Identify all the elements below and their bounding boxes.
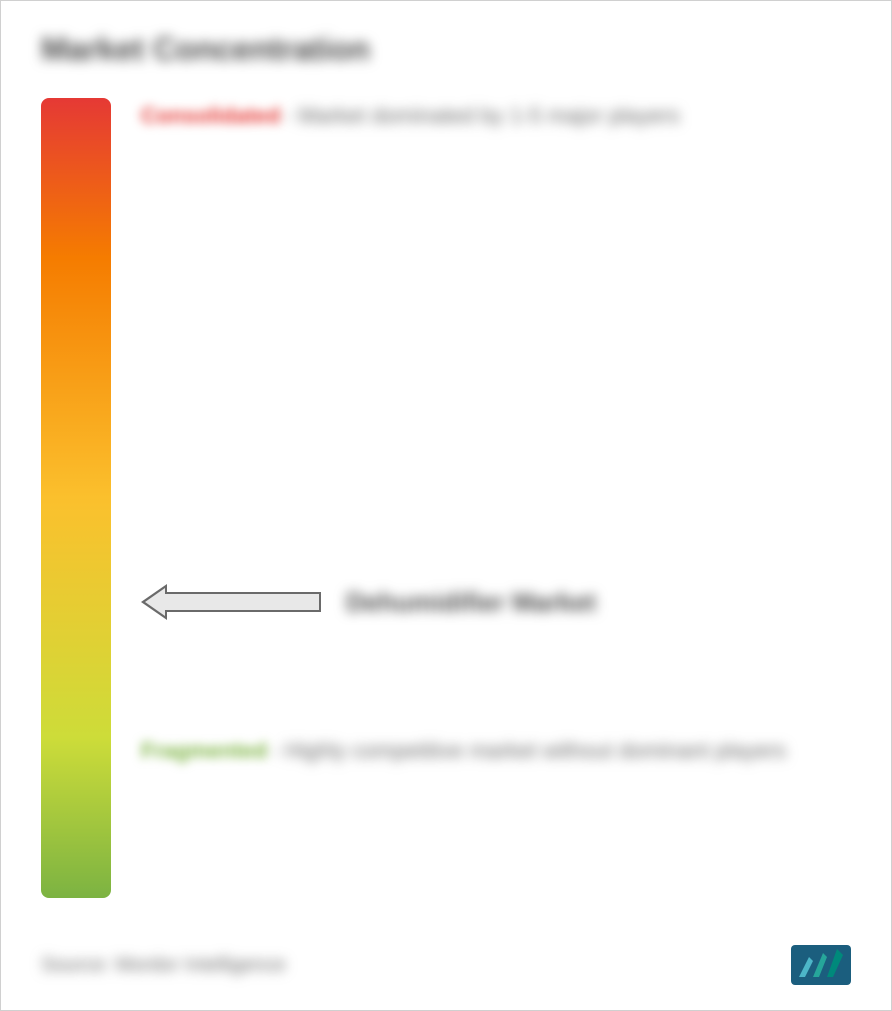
text-area: Consolidated - Market dominated by 1-5 m… (111, 98, 851, 898)
market-name: Dehumidifier Market (346, 587, 596, 618)
fragmented-label: Fragmented - Highly competitive market w… (141, 738, 841, 764)
page-title: Market Concentration (41, 31, 851, 68)
consolidated-term: Consolidated (141, 103, 280, 128)
consolidated-label: Consolidated - Market dominated by 1-5 m… (141, 103, 841, 129)
source-attribution: Source: Mordor Intelligence (41, 954, 286, 977)
concentration-gradient-bar (41, 98, 111, 898)
fragmented-term: Fragmented (141, 738, 267, 763)
consolidated-description: - Market dominated by 1-5 major players (285, 103, 680, 128)
market-pointer: Dehumidifier Market (141, 584, 596, 620)
infographic-container: Market Concentration Consolidated - Mark… (0, 0, 892, 1011)
fragmented-description: - Highly competitive market without domi… (271, 738, 786, 763)
footer: Source: Mordor Intelligence (41, 945, 851, 985)
arrow-icon (141, 584, 321, 620)
brand-logo-icon (791, 945, 851, 985)
content-area: Consolidated - Market dominated by 1-5 m… (41, 98, 851, 898)
